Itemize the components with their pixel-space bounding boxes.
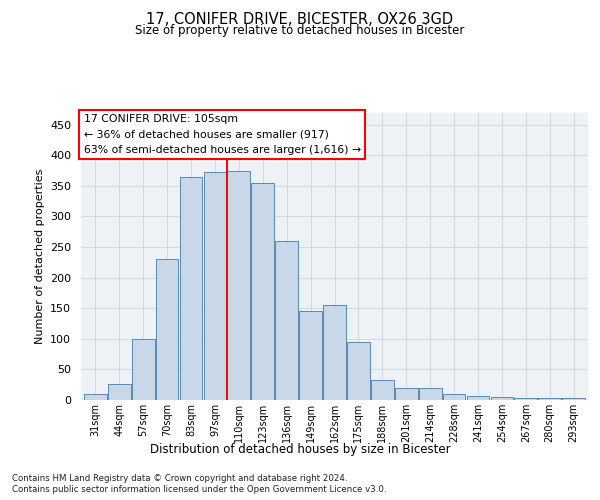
Bar xyxy=(395,388,418,400)
Text: Size of property relative to detached houses in Bicester: Size of property relative to detached ho… xyxy=(136,24,464,37)
Bar xyxy=(275,241,298,400)
Bar xyxy=(132,339,155,400)
Text: Distribution of detached houses by size in Bicester: Distribution of detached houses by size … xyxy=(149,442,451,456)
Bar xyxy=(491,397,513,400)
Bar xyxy=(514,398,537,400)
Text: 17 CONIFER DRIVE: 105sqm
← 36% of detached houses are smaller (917)
63% of semi-: 17 CONIFER DRIVE: 105sqm ← 36% of detach… xyxy=(83,114,361,155)
Text: Contains public sector information licensed under the Open Government Licence v3: Contains public sector information licen… xyxy=(12,485,386,494)
Bar xyxy=(323,305,346,400)
Bar xyxy=(203,172,226,400)
Bar xyxy=(227,171,250,400)
Bar xyxy=(179,176,202,400)
Bar xyxy=(562,398,585,400)
Bar xyxy=(371,380,394,400)
Text: Contains HM Land Registry data © Crown copyright and database right 2024.: Contains HM Land Registry data © Crown c… xyxy=(12,474,347,483)
Text: 17, CONIFER DRIVE, BICESTER, OX26 3GD: 17, CONIFER DRIVE, BICESTER, OX26 3GD xyxy=(146,12,454,28)
Bar xyxy=(347,342,370,400)
Bar xyxy=(467,396,490,400)
Bar xyxy=(299,310,322,400)
Bar xyxy=(419,388,442,400)
Y-axis label: Number of detached properties: Number of detached properties xyxy=(35,168,44,344)
Bar xyxy=(156,260,178,400)
Bar xyxy=(84,394,107,400)
Bar xyxy=(538,398,561,400)
Bar xyxy=(108,384,131,400)
Bar xyxy=(443,394,466,400)
Bar xyxy=(251,183,274,400)
